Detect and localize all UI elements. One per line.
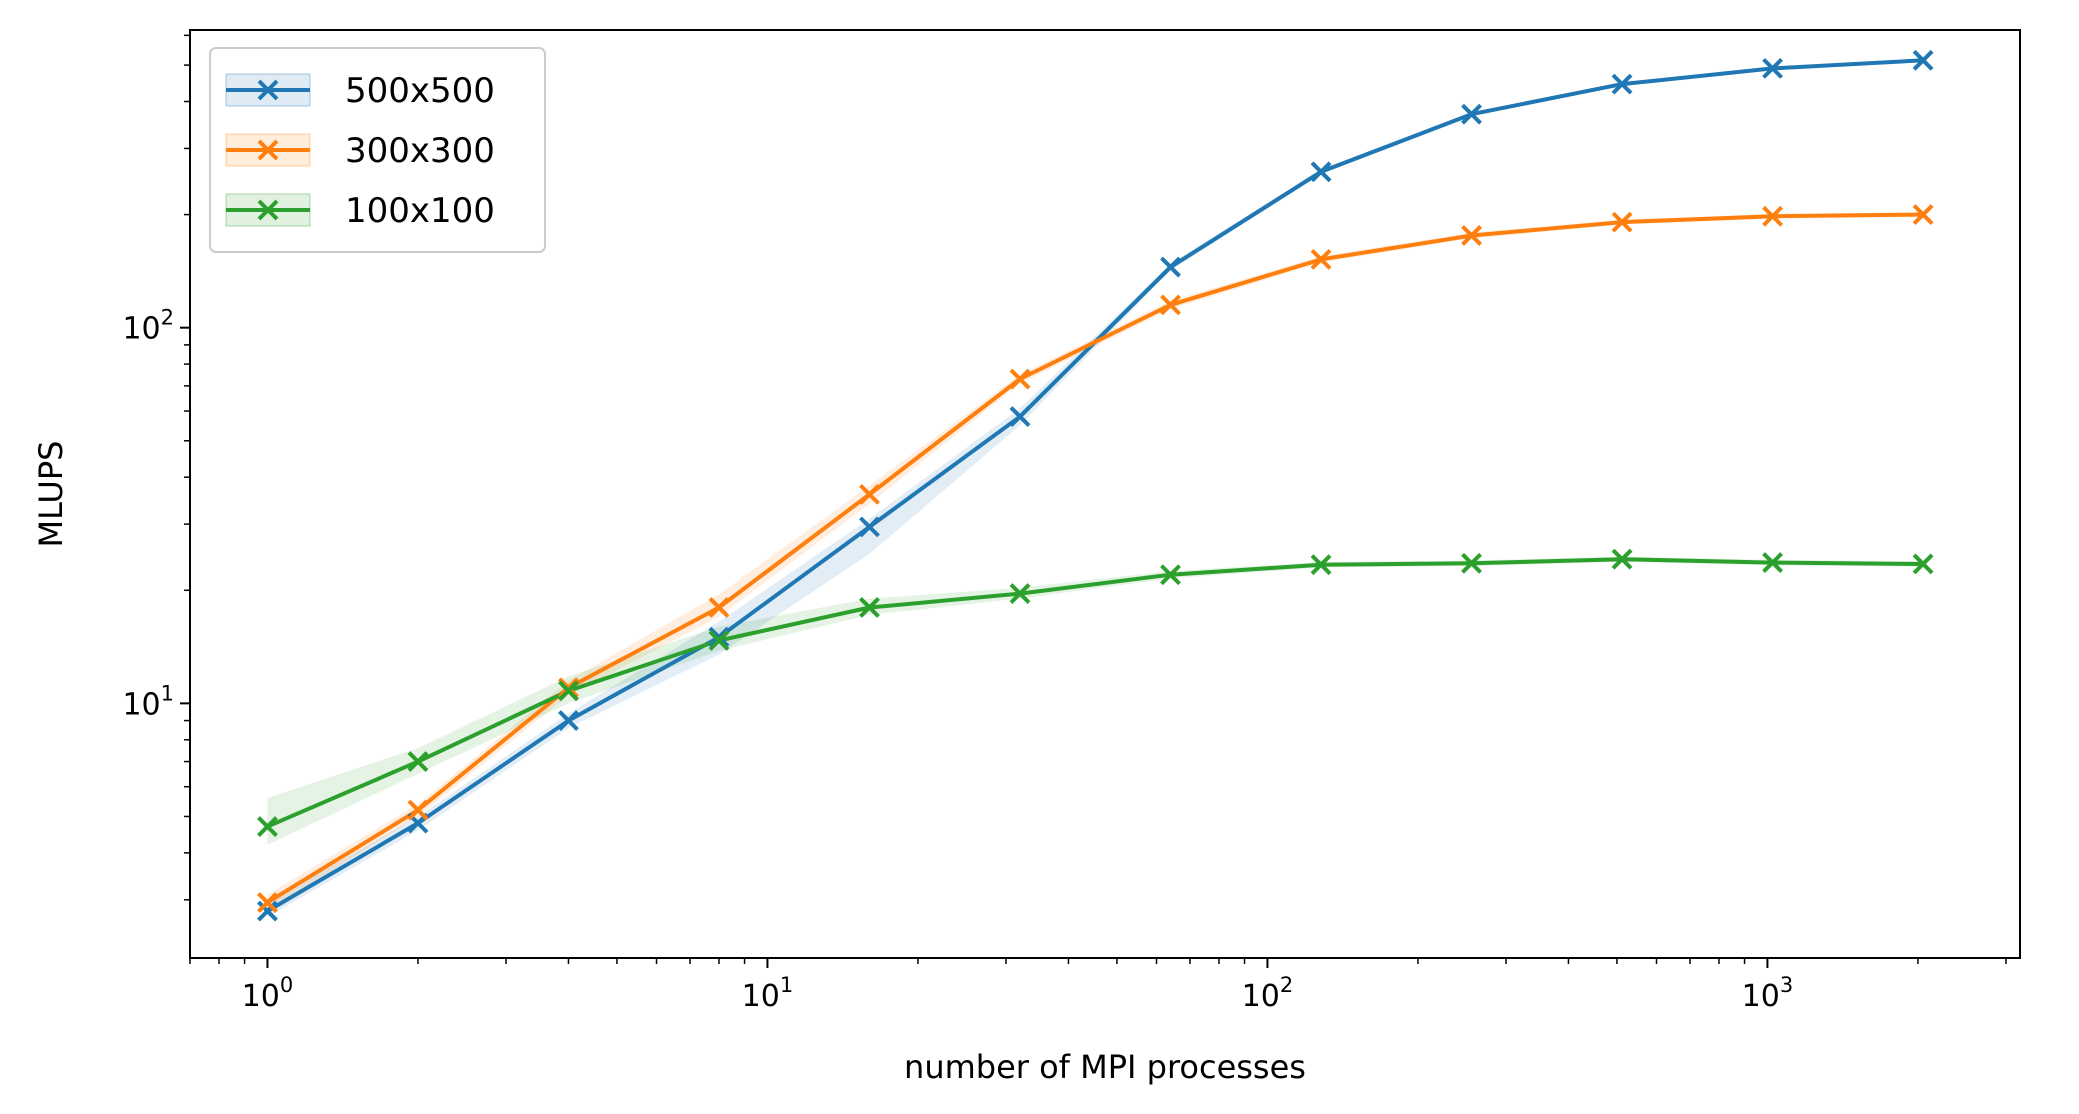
- marker-series-2-point-2: [558, 680, 579, 702]
- marker-series-0-point-4: [859, 516, 880, 538]
- x-tick-label-2: 102: [1242, 973, 1294, 1014]
- marker-series-2-point-1: [407, 751, 429, 772]
- marker-series-1-point-8: [1461, 225, 1482, 246]
- legend-marker-2: [257, 199, 279, 221]
- marker-series-0-point-7: [1310, 161, 1332, 183]
- legend-marker-0: [257, 79, 279, 101]
- legend-entry-1: 300x300: [225, 131, 495, 171]
- legend-label-1: 300x300: [345, 131, 495, 171]
- legend-box: [209, 47, 546, 253]
- x-tick-label-1: 101: [742, 973, 794, 1014]
- legend-entry-2: 100x100: [225, 191, 495, 231]
- marker-series-2-point-0: [257, 816, 278, 837]
- marker-series-2-point-9: [1611, 548, 1633, 570]
- marker-series-2-point-6: [1160, 564, 1181, 586]
- series-markers: [257, 49, 1934, 922]
- marker-series-1-point-1: [407, 799, 429, 821]
- line-series-1: [266, 212, 1924, 905]
- marker-series-1-point-11: [1912, 204, 1934, 226]
- marker-series-0-point-6: [1160, 256, 1181, 278]
- marker-series-1-point-7: [1310, 248, 1332, 270]
- marker-series-0-point-0: [257, 900, 278, 922]
- marker-series-1-point-5: [1009, 368, 1031, 390]
- legend-label-2: 100x100: [345, 191, 495, 231]
- line-series-2: [266, 557, 1924, 829]
- y-axis-label: MLUPS: [32, 441, 70, 548]
- marker-series-2-point-7: [1310, 554, 1332, 576]
- marker-series-0-point-11: [1912, 49, 1934, 71]
- marker-series-2-point-4: [859, 597, 880, 618]
- x-axis-label: number of MPI processes: [904, 1048, 1306, 1086]
- y-axis-ticks: 101 102: [122, 34, 190, 901]
- marker-series-1-point-0: [257, 892, 278, 913]
- marker-series-2-point-11: [1912, 553, 1934, 575]
- marker-series-2-point-5: [1009, 583, 1031, 604]
- axes-frame: [189, 29, 2021, 959]
- marker-series-2-point-8: [1461, 552, 1482, 574]
- marker-series-2-point-3: [708, 630, 730, 651]
- marker-series-0-point-9: [1611, 73, 1633, 95]
- legend-marker-1: [257, 139, 279, 161]
- legend: 500x500 300x300 100x100: [209, 47, 546, 253]
- marker-series-1-point-2: [558, 677, 579, 699]
- legend-label-0: 500x500: [345, 71, 495, 111]
- marker-series-1-point-6: [1160, 294, 1181, 316]
- series-lines: [266, 58, 1924, 913]
- marker-series-1-point-4: [859, 483, 880, 505]
- marker-series-1-point-10: [1762, 205, 1783, 227]
- marker-series-0-point-8: [1461, 103, 1482, 125]
- marker-series-1-point-3: [708, 597, 730, 618]
- marker-series-1-point-9: [1611, 211, 1633, 233]
- y-tick-label-1: 102: [122, 306, 174, 347]
- marker-series-0-point-10: [1762, 57, 1783, 79]
- marker-series-0-point-5: [1009, 406, 1031, 427]
- marker-series-0-point-2: [558, 710, 579, 731]
- legend-entry-0: 500x500: [225, 71, 495, 111]
- x-tick-label-3: 103: [1742, 973, 1794, 1014]
- marker-series-0-point-3: [708, 626, 730, 648]
- y-tick-label-0: 101: [122, 681, 174, 722]
- marker-series-2-point-10: [1762, 552, 1783, 573]
- x-axis-ticks: 100 101 102 103: [189, 958, 2007, 1014]
- x-tick-label-0: 100: [242, 973, 294, 1014]
